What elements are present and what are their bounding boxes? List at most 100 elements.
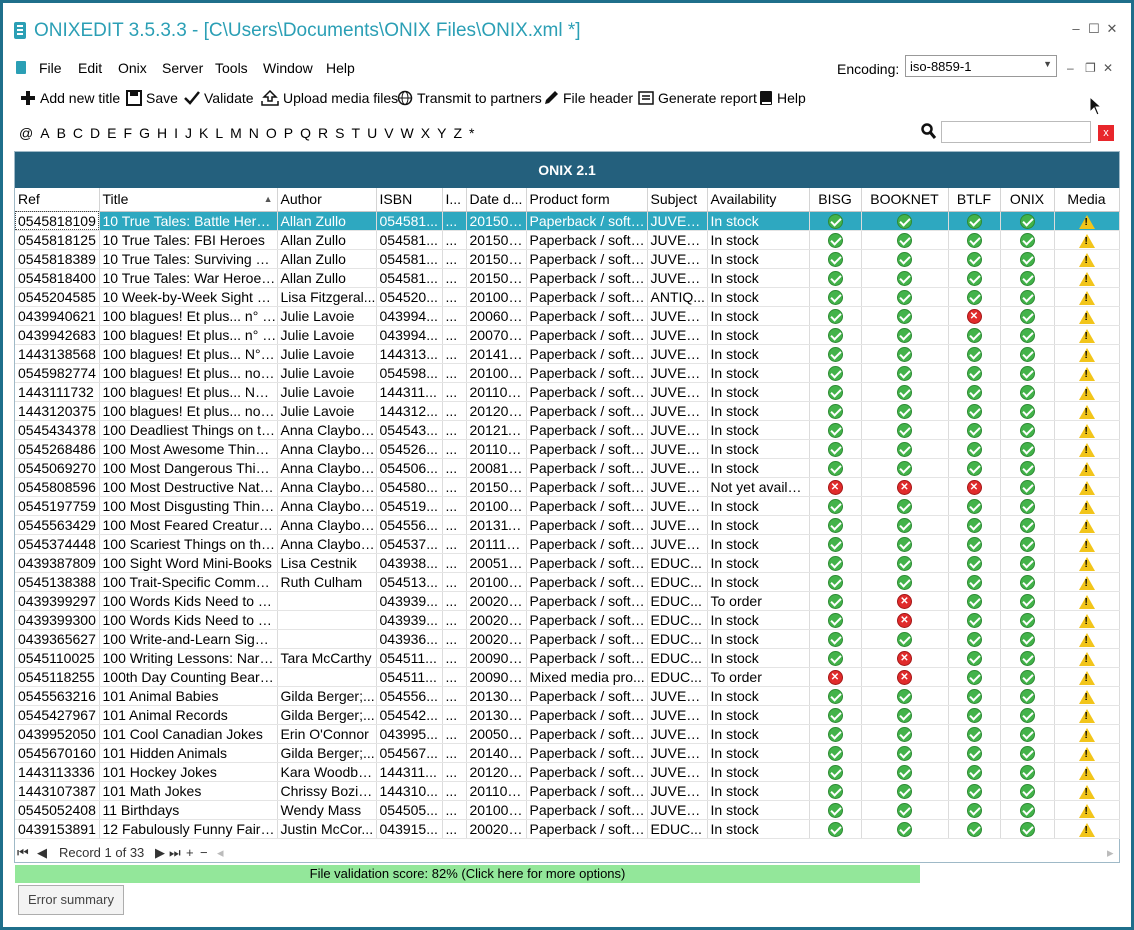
col-availability[interactable]: Availability — [707, 188, 810, 212]
table-row[interactable]: 0545427967 101 Animal Records Gilda Berger… — [15, 705, 1120, 725]
add-new-title-button[interactable]: Add new title — [20, 85, 120, 111]
alpha-r[interactable]: R — [318, 125, 329, 141]
table-row[interactable]: 0545808596 100 Most Destructive Natur... A… — [15, 477, 1120, 497]
table-row[interactable]: 0545268486 100 Most Awesome Things... Anna… — [15, 439, 1120, 459]
prev-record-button[interactable]: ◀ — [37, 845, 47, 860]
table-row[interactable]: 0545818125 10 True Tales: FBI Heroes Allan… — [15, 230, 1120, 250]
menu-onix[interactable]: Onix — [118, 60, 147, 76]
alpha-v[interactable]: V — [384, 125, 394, 141]
menu-server[interactable]: Server — [162, 60, 204, 76]
alpha-x[interactable]: X — [420, 125, 431, 141]
table-row[interactable]: 0545818400 10 True Tales: War Heroes ... A… — [15, 268, 1120, 288]
scroll-left-button[interactable]: ◂ — [217, 845, 224, 860]
col-title[interactable]: Title ▲ — [99, 188, 278, 212]
alpha-a[interactable]: A — [40, 125, 50, 141]
alpha-w[interactable]: W — [400, 125, 414, 141]
generate-report-button[interactable]: Generate report — [638, 85, 757, 111]
alpha-y[interactable]: Y — [437, 125, 447, 141]
table-row[interactable]: 1443107387 101 Math Jokes Chrissy Bozik...… — [15, 781, 1120, 801]
alpha-s[interactable]: S — [335, 125, 345, 141]
menu-tools[interactable]: Tools — [215, 60, 248, 76]
upload-media-button[interactable]: Upload media files — [261, 85, 398, 111]
col-media[interactable]: Media — [1054, 188, 1120, 212]
alpha-at[interactable]: @ — [19, 125, 34, 141]
table-row[interactable]: 0439940621 100 blagues! Et plus... n° 12 J… — [15, 306, 1120, 326]
col-ref[interactable]: Ref — [15, 188, 100, 212]
col-i[interactable]: I... — [442, 188, 467, 212]
save-button[interactable]: Save — [126, 85, 178, 111]
minimize-button[interactable]: – — [1072, 21, 1080, 36]
validation-score-bar[interactable]: File validation score: 82% (Click here f… — [15, 865, 920, 883]
alpha-u[interactable]: U — [367, 125, 378, 141]
alpha-i[interactable]: I — [174, 125, 178, 141]
table-row[interactable]: 0439387809 100 Sight Word Mini-Books Lisa … — [15, 553, 1120, 573]
table-row[interactable]: 1443120375 100 blagues! Et plus... no 30 J… — [15, 401, 1120, 421]
alpha-l[interactable]: L — [215, 125, 224, 141]
alpha-m[interactable]: M — [230, 125, 242, 141]
col-subject[interactable]: Subject — [647, 188, 708, 212]
remove-record-button[interactable]: − — [200, 845, 208, 860]
error-summary-button[interactable]: Error summary — [18, 885, 124, 915]
alpha-h[interactable]: H — [156, 125, 168, 141]
first-record-button[interactable]: ⏮ — [17, 845, 29, 860]
table-row[interactable]: 0439365627 100 Write-and-Learn Sight ... 0… — [15, 629, 1120, 649]
alpha-j[interactable]: J — [184, 125, 192, 141]
menu-window[interactable]: Window — [263, 60, 313, 76]
clear-search-button[interactable]: x — [1098, 125, 1114, 141]
alpha-b[interactable]: B — [56, 125, 66, 141]
col-product-form[interactable]: Product form — [526, 188, 648, 212]
table-row[interactable]: 0545670160 101 Hidden Animals Gilda Berger… — [15, 743, 1120, 763]
col-btlf[interactable]: BTLF — [948, 188, 1001, 212]
col-booknet[interactable]: BOOKNET — [861, 188, 949, 212]
alpha-all[interactable]: * — [469, 125, 475, 141]
alpha-f[interactable]: F — [123, 125, 133, 141]
table-row[interactable]: 0545434378 100 Deadliest Things on th... A… — [15, 420, 1120, 440]
alpha-t[interactable]: T — [351, 125, 361, 141]
table-row[interactable]: 0545110025 100 Writing Lessons: Narra... T… — [15, 648, 1120, 668]
table-row[interactable]: 0545818389 10 True Tales: Surviving Sh...… — [15, 249, 1120, 269]
alpha-q[interactable]: Q — [300, 125, 312, 141]
alpha-n[interactable]: N — [248, 125, 259, 141]
table-row[interactable]: 0545118255 100th Day Counting Bears ... 05… — [15, 667, 1120, 687]
table-row[interactable]: 0545197759 100 Most Disgusting Thing... An… — [15, 496, 1120, 516]
table-row[interactable]: 0545982774 100 blagues! Et plus... no 25 J… — [15, 363, 1120, 383]
col-isbn[interactable]: ISBN — [376, 188, 443, 212]
table-row[interactable]: 0439399300 100 Words Kids Need to R... 043… — [15, 610, 1120, 630]
table-row[interactable]: 0545204585 10 Week-by-Week Sight W... Lisa… — [15, 287, 1120, 307]
mdi-minimize-button[interactable]: – — [1067, 61, 1074, 75]
encoding-select[interactable]: iso-8859-1 ▼ — [905, 55, 1057, 77]
close-button[interactable]: ✕ — [1106, 21, 1118, 36]
col-date[interactable]: Date d... — [466, 188, 527, 212]
table-row[interactable]: 0545818109 10 True Tales: Battle Heroes Al… — [15, 211, 1120, 231]
table-row[interactable]: 0545069270 100 Most Dangerous Thing... Ann… — [15, 458, 1120, 478]
next-record-button[interactable]: ▶ — [155, 845, 165, 860]
mdi-close-button[interactable]: ✕ — [1103, 61, 1114, 75]
table-row[interactable]: 1443138568 100 blagues! Et plus... N° 34 J… — [15, 344, 1120, 364]
alpha-e[interactable]: E — [107, 125, 117, 141]
table-row[interactable]: 0439942683 100 blagues! Et plus... n° 16 J… — [15, 325, 1120, 345]
alpha-z[interactable]: Z — [453, 125, 462, 141]
file-header-button[interactable]: File header — [543, 85, 633, 111]
maximize-button[interactable]: ☐ — [1088, 21, 1100, 36]
table-row[interactable]: 0439399297 100 Words Kids Need to R... 043… — [15, 591, 1120, 611]
scroll-right-button[interactable]: ▸ — [1107, 845, 1114, 860]
alpha-g[interactable]: G — [139, 125, 150, 141]
table-row[interactable]: 1443113336 101 Hockey Jokes Kara Woodburn 1… — [15, 762, 1120, 782]
table-row[interactable]: 0545563216 101 Animal Babies Gilda Berger;… — [15, 686, 1120, 706]
last-record-button[interactable]: ⏭ — [169, 845, 181, 860]
table-row[interactable]: 0545374448 100 Scariest Things on the ...… — [15, 534, 1120, 554]
table-row[interactable]: 0439952050 101 Cool Canadian Jokes Erin O'… — [15, 724, 1120, 744]
transmit-button[interactable]: Transmit to partners — [397, 85, 542, 111]
menu-help[interactable]: Help — [326, 60, 355, 76]
add-record-button[interactable]: + — [186, 845, 194, 860]
alpha-k[interactable]: K — [198, 125, 209, 141]
table-row[interactable]: 0545563429 100 Most Feared Creatures... An… — [15, 515, 1120, 535]
validate-button[interactable]: Validate — [184, 85, 254, 111]
table-row[interactable]: 0545052408 11 Birthdays Wendy Mass 054505..… — [15, 800, 1120, 820]
mdi-restore-button[interactable]: ❐ — [1085, 61, 1096, 75]
search-input[interactable] — [941, 121, 1091, 143]
menu-edit[interactable]: Edit — [78, 60, 103, 76]
alpha-o[interactable]: O — [265, 125, 277, 141]
menu-file[interactable]: File — [39, 60, 62, 76]
alpha-p[interactable]: P — [283, 125, 294, 141]
